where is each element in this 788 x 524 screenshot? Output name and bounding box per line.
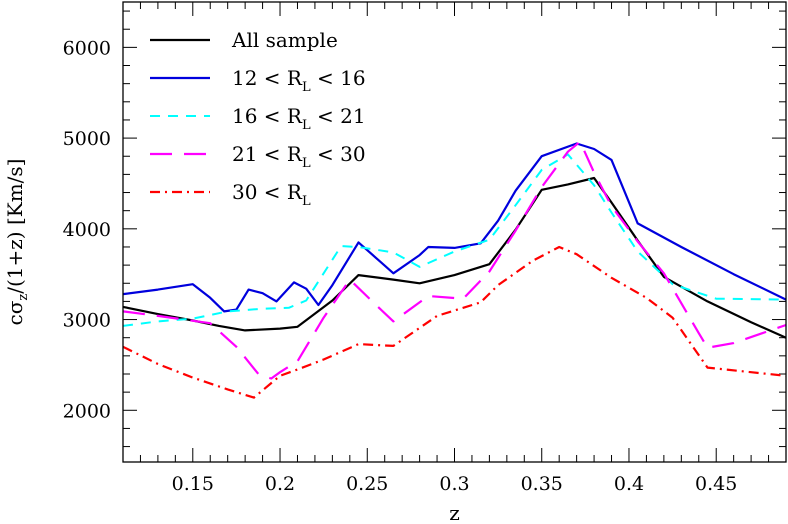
y-tick-label: 4000 <box>63 219 111 241</box>
legend-label-2: 12 < RL < 16 <box>232 66 366 95</box>
legend-text: 30 < R <box>232 180 303 204</box>
y-label-text: /(1+z) [Km/s] <box>3 159 27 294</box>
y-tick-label: 3000 <box>63 310 111 332</box>
series-line-3 <box>122 153 787 327</box>
legend-label-5: 30 < RL <box>232 180 311 209</box>
plot-frame <box>122 1 787 463</box>
legend-label-1: All sample <box>231 28 338 52</box>
series-line-2 <box>122 142 787 313</box>
tick-labels: 0.15 0.2 0.25 0.3 0.35 0.4 0.45 2000 3000 4000 500… <box>63 37 738 495</box>
y-label-text: cσ <box>3 300 27 325</box>
x-tick-label: 0.4 <box>614 473 644 495</box>
legend-subscript: L <box>302 194 311 209</box>
series-line-1 <box>122 176 787 339</box>
legend-subscript: L <box>302 156 311 171</box>
legend-label-4: 21 < RL < 30 <box>232 142 366 171</box>
x-tick-label: 0.45 <box>695 473 737 495</box>
x-tick-label: 0.15 <box>172 473 214 495</box>
x-tick-label: 0.25 <box>346 473 388 495</box>
x-tick-label: 0.35 <box>521 473 563 495</box>
legend-subscript: L <box>302 80 311 95</box>
series-layer <box>122 140 787 399</box>
legend-label-3: 16 < RL < 21 <box>232 104 366 133</box>
legend-text: 21 < R <box>232 142 303 166</box>
axis-ticks <box>122 2 787 462</box>
y-tick-label: 2000 <box>63 400 111 422</box>
y-tick-label: 6000 <box>63 37 111 59</box>
x-tick-label: 0.2 <box>265 473 295 495</box>
x-axis-label: z <box>449 501 460 524</box>
series-line-4 <box>122 140 787 380</box>
legend-text: All sample <box>231 28 338 52</box>
legend-text: < 21 <box>311 104 366 128</box>
legend-text: < 16 <box>311 66 366 90</box>
legend-subscript: L <box>302 118 311 133</box>
series-line-5 <box>122 245 787 399</box>
legend-text: 16 < R <box>232 104 303 128</box>
y-axis-label: cσz/(1+z) [Km/s] <box>3 159 31 326</box>
y-label-subscript: z <box>16 294 31 301</box>
legend-text: < 30 <box>311 142 366 166</box>
y-tick-label: 5000 <box>63 128 111 150</box>
x-tick-label: 0.3 <box>439 473 469 495</box>
legend-text: 12 < R <box>232 66 303 90</box>
